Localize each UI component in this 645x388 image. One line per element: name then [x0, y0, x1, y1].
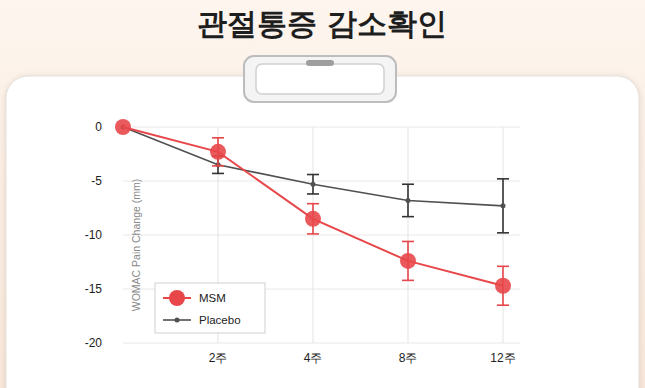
title: 관절통증 감소확인	[197, 6, 447, 41]
error-bar	[497, 179, 509, 233]
clipboard-clip-inner	[256, 64, 384, 94]
legend-marker	[175, 318, 180, 323]
grid-line	[503, 127, 504, 343]
error-bar-cap	[497, 178, 509, 180]
error-bar-cap	[402, 216, 414, 218]
y-tick-label: -10	[85, 228, 103, 242]
error-bar-cap	[212, 165, 224, 167]
series-line	[123, 127, 503, 206]
marks	[115, 119, 511, 305]
error-bar-cap	[212, 173, 224, 175]
clipboard-board	[6, 76, 639, 388]
series-line	[123, 127, 503, 286]
grid-line	[408, 127, 409, 343]
x-tick-label: 12주	[490, 351, 515, 365]
error-bar-cap	[497, 304, 509, 306]
y-tick-label: -5	[91, 174, 102, 188]
error-bar-cap	[497, 232, 509, 234]
grid-line	[123, 181, 520, 182]
legend-label: Placebo	[199, 314, 241, 326]
x-tick-label: 8주	[399, 351, 418, 365]
grid-line	[313, 127, 314, 343]
clipboard-clip	[244, 56, 396, 102]
point	[311, 182, 316, 187]
error-bar-cap	[307, 193, 319, 195]
error-bar	[402, 184, 414, 216]
legend-label: MSM	[199, 292, 226, 304]
error-bar-cap	[402, 241, 414, 243]
point	[501, 203, 506, 208]
grid-line	[123, 343, 520, 344]
point	[210, 144, 226, 160]
y-tick-label: 0	[95, 120, 102, 134]
legend-marker	[169, 290, 185, 306]
chart: 관절통증 감소확인 0 -5 -10 -15 -20 2주 4주 8주 12주 WOMAC Pain…	[0, 0, 645, 388]
y-axis-label: WOMAC Pain Change (mm)	[130, 179, 142, 311]
error-bar-cap	[402, 183, 414, 185]
background	[0, 0, 645, 388]
error-bar-cap	[307, 203, 319, 205]
error-bar-cap	[307, 174, 319, 176]
point	[495, 278, 511, 294]
grid-line	[123, 127, 520, 128]
legend: MSM Placebo	[155, 283, 265, 333]
plot-background	[40, 104, 605, 388]
error-bar-cap	[212, 137, 224, 139]
error-bar	[307, 175, 319, 194]
legend-box	[155, 283, 265, 333]
y-tick-label: -20	[85, 336, 103, 350]
grid-line	[123, 235, 520, 236]
point	[305, 211, 321, 227]
clipboard-clip-hole	[306, 60, 334, 66]
error-bar-cap	[497, 266, 509, 268]
error-bar-cap	[402, 280, 414, 282]
error-bar-cap	[307, 233, 319, 235]
x-tick-label: 2주	[209, 351, 228, 365]
x-tick-label: 4주	[304, 351, 323, 365]
point	[406, 198, 411, 203]
point	[400, 253, 416, 269]
y-tick-label: -15	[85, 282, 103, 296]
point	[115, 119, 131, 135]
